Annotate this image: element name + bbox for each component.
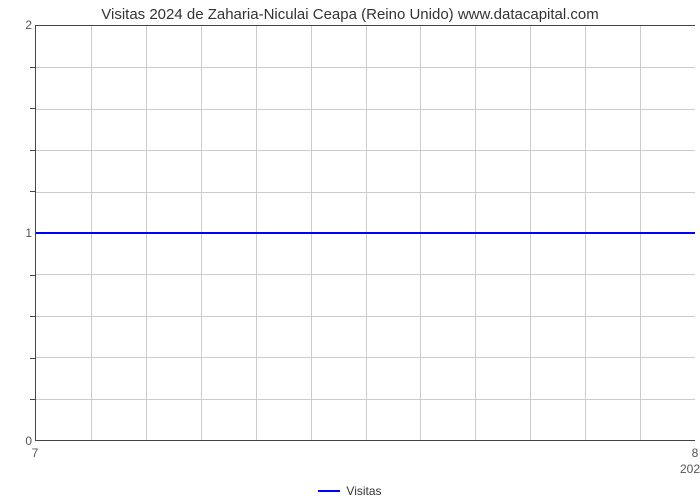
chart-legend: Visitas (0, 483, 700, 498)
legend-swatch (318, 490, 340, 492)
x-tick-label: 8 (675, 446, 700, 460)
x-tick-label: 7 (15, 446, 55, 460)
y-tick-label: 2 (7, 18, 32, 32)
chart-title: Visitas 2024 de Zaharia-Niculai Ceapa (R… (0, 6, 700, 23)
y-tick-label: 1 (7, 226, 32, 240)
line-chart: Visitas 2024 de Zaharia-Niculai Ceapa (R… (0, 0, 700, 500)
bottom-right-label: 202 (680, 462, 700, 476)
data-series-line (36, 232, 695, 234)
plot-area (35, 25, 695, 441)
legend-label: Visitas (346, 484, 381, 498)
